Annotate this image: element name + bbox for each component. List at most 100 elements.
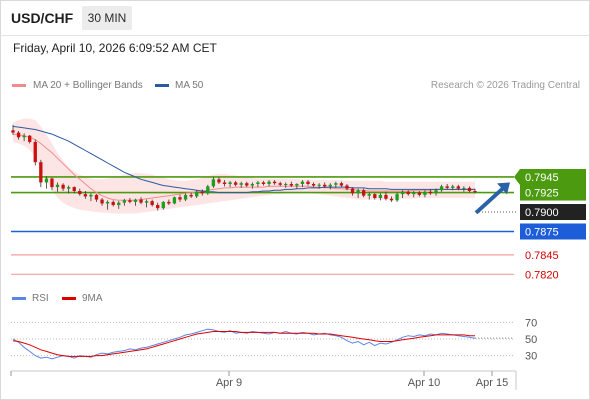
candle-body: [66, 187, 71, 189]
candle-body: [373, 194, 377, 199]
rsi-tick-label: 50: [525, 334, 537, 346]
candle-body: [156, 205, 160, 209]
candle-body: [412, 192, 416, 195]
level-label: 0.7945: [525, 172, 559, 184]
candle-body: [233, 182, 238, 185]
candle-body: [183, 194, 188, 200]
candle-body: [406, 191, 410, 195]
last-price-tag: [520, 204, 586, 221]
candle-body: [428, 191, 433, 194]
rsi-line: [12, 328, 476, 360]
candle-body: [172, 197, 177, 204]
candle-body: [55, 184, 60, 188]
candle-body: [278, 183, 282, 185]
candle-body: [222, 182, 227, 184]
candle-body: [323, 184, 327, 187]
candle-body: [256, 182, 260, 184]
level-tag: [520, 168, 586, 185]
legend-9ma: 9MA: [62, 293, 103, 304]
candle-body: [33, 141, 37, 163]
forecast-arrow-head: [497, 182, 510, 195]
timestamp-label: Friday, April 10, 2026 6:09:52 AM CET: [13, 41, 217, 55]
candle-body: [117, 202, 121, 206]
candle-body: [345, 185, 349, 189]
legend-rsi: RSI: [12, 293, 49, 304]
candle-body: [167, 201, 171, 204]
ma20-line: [12, 133, 475, 201]
candle-body: [16, 132, 21, 138]
candle-body: [272, 181, 277, 184]
candle-body: [44, 178, 49, 183]
candle-body: [439, 186, 444, 191]
rsi-tick-label: 30: [525, 351, 537, 363]
level-label: 0.7820: [525, 269, 559, 281]
candle-body: [284, 183, 288, 185]
candle-body: [178, 197, 182, 200]
candles-layer: [11, 124, 477, 211]
candle-body: [473, 190, 477, 192]
candle-body: [195, 191, 199, 197]
candle-body: [105, 201, 110, 204]
legend-ma20: MA 20 + Bollinger Bands: [12, 80, 143, 91]
candle-body: [50, 178, 54, 188]
candle-body: [133, 199, 138, 202]
level-tag: [520, 223, 586, 240]
level-label: 0.7845: [525, 250, 559, 262]
level-label: 0.7925: [525, 188, 559, 200]
candle-body: [89, 194, 93, 197]
candle-body: [389, 198, 394, 201]
candle-body: [356, 190, 360, 194]
candle-body: [378, 194, 383, 199]
level-tag: [520, 184, 586, 201]
candle-body: [445, 186, 449, 188]
candle-body: [300, 181, 305, 184]
candle-body: [384, 194, 388, 199]
overlay-layer: 0.7900: [474, 182, 586, 221]
candle-body: [72, 187, 76, 191]
candle-body: [22, 135, 26, 138]
timeframe-button[interactable]: 30 MIN: [82, 6, 132, 30]
bollinger-band: [13, 118, 475, 214]
candle-body: [328, 184, 332, 187]
candle-body: [417, 192, 422, 195]
candle-body: [339, 183, 344, 186]
candle-body: [317, 184, 321, 186]
x-tick-label: Apr 9: [216, 377, 242, 389]
candle-body: [28, 135, 32, 142]
level-tag-pointer: [514, 168, 520, 185]
candle-body: [239, 183, 243, 185]
candle-body: [206, 186, 210, 194]
legend-ma20-label: MA 20 + Bollinger Bands: [33, 80, 143, 91]
legend-ma50: MA 50: [155, 80, 203, 91]
rsi-tick-label: 70: [525, 317, 537, 329]
candle-body: [367, 194, 371, 196]
last-price-label: 0.7900: [525, 207, 559, 219]
chart-header: USD/CHF 30 MIN: [0, 0, 590, 36]
candle-body: [228, 182, 232, 184]
credit-label: Research © 2026 Trading Central: [430, 80, 580, 91]
candle-body: [189, 194, 193, 197]
candle-body: [150, 201, 154, 206]
candle-body: [111, 201, 115, 206]
candle-body: [306, 181, 310, 184]
rsi-swatch: [12, 297, 26, 300]
candle-body: [395, 194, 399, 201]
candle-body: [295, 183, 299, 186]
candle-body: [267, 181, 271, 184]
candle-body: [400, 191, 405, 195]
candle-body: [462, 187, 466, 189]
candle-body: [100, 199, 104, 204]
candle-body: [311, 183, 316, 186]
ma50-swatch: [155, 84, 169, 87]
candle-body: [434, 190, 438, 194]
level-lines-layer: 0.7945 0.7925 0.7875 0.7845 0.7820: [11, 168, 586, 281]
candle-body: [94, 194, 99, 200]
rsi-panel: 70 50 30: [11, 317, 537, 363]
candle-body: [61, 184, 65, 189]
candle-body: [128, 200, 132, 202]
ma9-swatch: [62, 297, 76, 300]
symbol-title: USD/CHF: [11, 10, 74, 26]
candle-body: [83, 194, 88, 197]
ma50-line: [12, 125, 475, 194]
candle-body: [78, 190, 82, 195]
